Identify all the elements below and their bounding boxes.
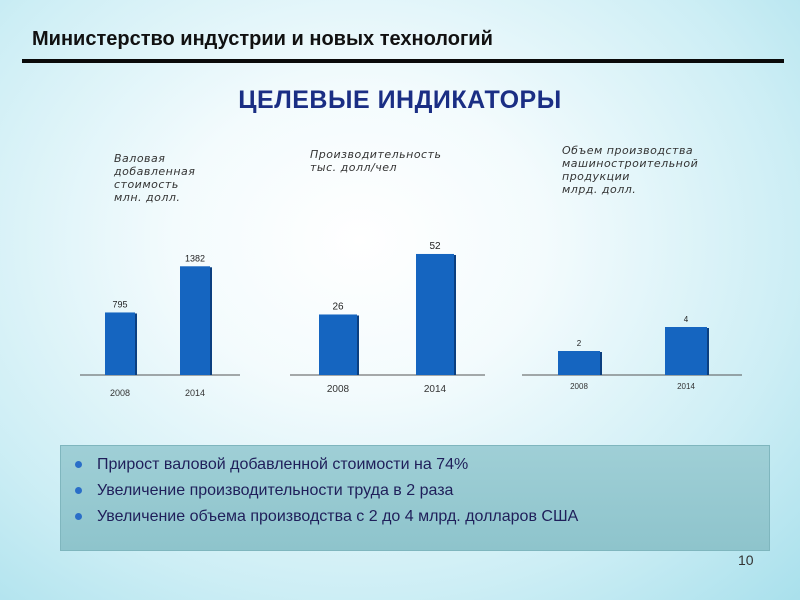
bar-2014 [180, 266, 210, 375]
bar-2014 [665, 327, 707, 375]
bullet-icon [75, 487, 82, 494]
category-label: 2008 [570, 382, 588, 391]
summary-item: Прирост валовой добавленной стоимости на… [75, 452, 769, 478]
summary-item: Увеличение объема производства с 2 до 4 … [75, 504, 769, 530]
category-label: 2014 [677, 382, 695, 391]
bullet-icon [75, 513, 82, 520]
category-label: 2014 [424, 384, 447, 395]
value-label: 795 [112, 299, 127, 309]
chart-1-title: Валовая добавленная стоимость млн. долл. [114, 152, 196, 204]
chart-production-volume: 2 2008 4 2014 [522, 315, 742, 391]
value-label: 4 [684, 315, 689, 324]
chart-productivity: 26 2008 52 2014 [290, 241, 485, 395]
summary-item: Увеличение производительности труда в 2 … [75, 478, 769, 504]
summary-item-text: Увеличение объема производства с 2 до 4 … [97, 508, 579, 525]
summary-list: Прирост валовой добавленной стоимости на… [61, 446, 769, 530]
category-label: 2008 [110, 388, 130, 398]
value-label: 52 [429, 241, 441, 252]
bar-2008 [319, 314, 357, 375]
chart-gva: 795 2008 1382 2014 [80, 253, 240, 398]
summary-box: Прирост валовой добавленной стоимости на… [60, 445, 770, 551]
value-label: 26 [332, 301, 344, 312]
bar-2008 [558, 351, 600, 375]
chart-3-title: Объем производства машиностроительной пр… [562, 144, 699, 196]
chart-2-title: Производительность тыс. долл/чел [310, 148, 442, 174]
page-number: 10 [738, 552, 754, 568]
page-title: ЦЕЛЕВЫЕ ИНДИКАТОРЫ [238, 86, 562, 114]
bullet-icon [75, 461, 82, 468]
value-label: 1382 [185, 253, 205, 263]
bar-2008 [105, 312, 135, 375]
summary-item-text: Увеличение производительности труда в 2 … [97, 482, 454, 499]
value-label: 2 [577, 339, 582, 348]
category-label: 2014 [185, 388, 205, 398]
category-label: 2008 [327, 384, 350, 395]
header-divider [22, 59, 784, 63]
bar-2014 [416, 253, 454, 375]
header-title: Министерство индустрии и новых технологи… [32, 28, 493, 50]
summary-item-text: Прирост валовой добавленной стоимости на… [97, 456, 469, 473]
